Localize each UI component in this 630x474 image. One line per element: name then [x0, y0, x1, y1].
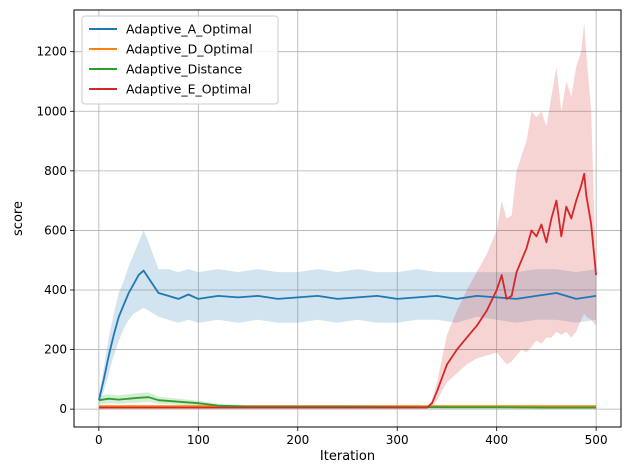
y-tick-label: 1000 — [36, 104, 67, 118]
x-tick-label: 400 — [485, 433, 508, 447]
series-line-adaptive-distance — [98, 396, 597, 409]
y-axis-label: score — [11, 201, 26, 236]
x-tick-label: 100 — [187, 433, 210, 447]
series-lines — [98, 172, 597, 409]
x-tick-label: 300 — [386, 433, 409, 447]
grid-lines — [74, 10, 621, 427]
y-tick-label: 400 — [44, 283, 67, 297]
x-axis-label: Iteration — [320, 449, 375, 464]
y-tick-label: 800 — [44, 164, 67, 178]
legend-label-adaptive-a-optimal: Adaptive_A_Optimal — [126, 22, 252, 37]
series-line-adaptive-e-optimal — [98, 172, 597, 409]
axis-ticks: 0 100 200 300 400 500 0 200 400 600 800 1000 1200 — [36, 45, 607, 447]
legend-box — [81, 15, 279, 105]
legend-label-adaptive-e-optimal: Adaptive_E_Optimal — [126, 82, 251, 97]
plot-area-frame — [73, 9, 622, 428]
legend-label-adaptive-d-optimal: Adaptive_D_Optimal — [126, 42, 253, 57]
confidence-bands — [98, 21, 597, 409]
y-tick-label: 1200 — [36, 45, 67, 59]
band-adaptive-a-optimal — [98, 230, 597, 404]
band-adaptive-distance — [98, 392, 597, 409]
band-adaptive-e-optimal — [98, 21, 597, 409]
series-line-adaptive-a-optimal — [98, 269, 597, 401]
x-tick-label: 200 — [286, 433, 309, 447]
legend: Adaptive_A_Optimal Adaptive_D_Optimal Adap… — [81, 15, 279, 105]
y-tick-label: 200 — [44, 343, 67, 357]
legend-label-adaptive-distance: Adaptive_Distance — [126, 62, 243, 77]
x-tick-label: 500 — [585, 433, 608, 447]
x-tick-label: 0 — [95, 433, 103, 447]
y-tick-label: 600 — [44, 223, 67, 237]
y-tick-label: 0 — [59, 402, 67, 416]
